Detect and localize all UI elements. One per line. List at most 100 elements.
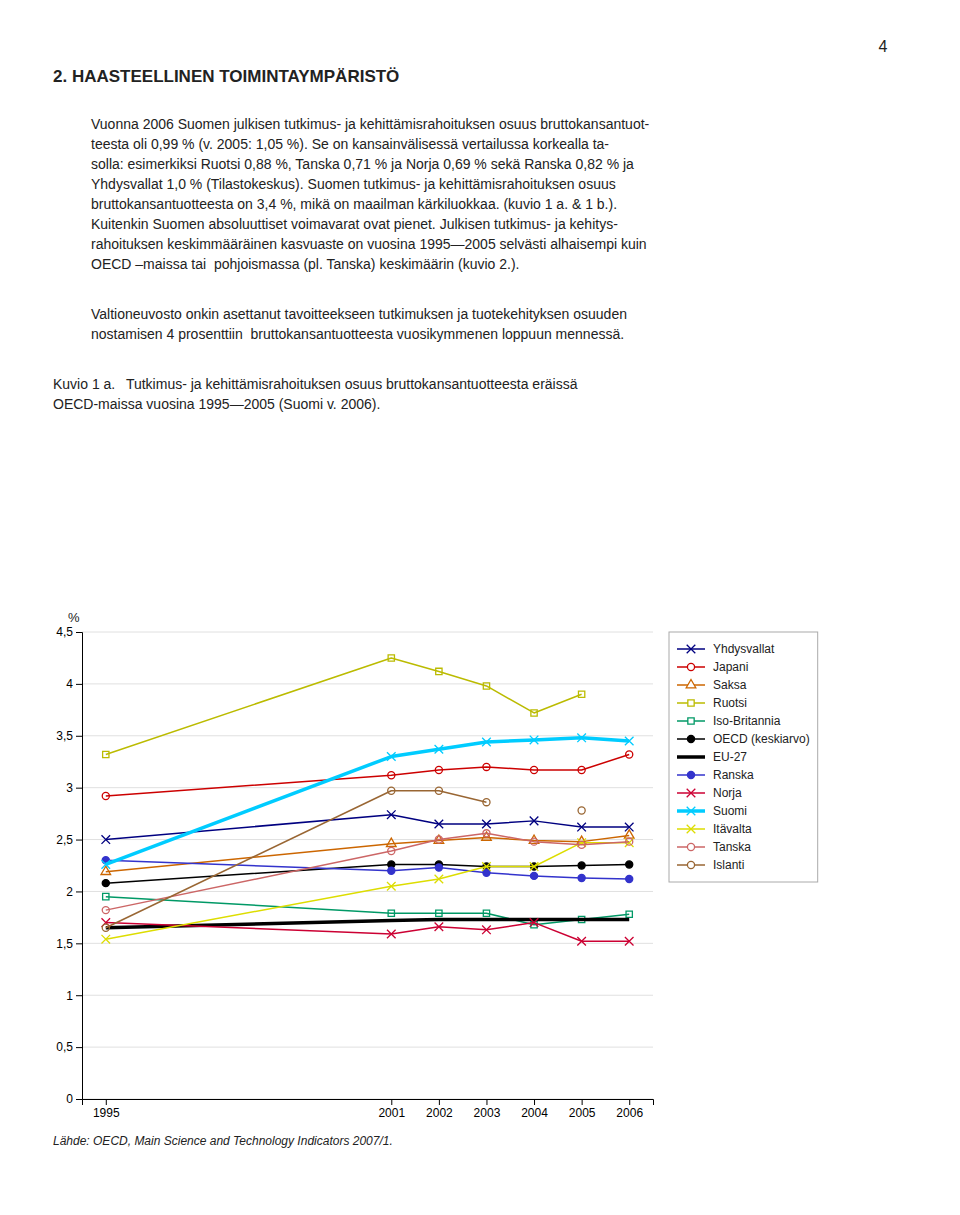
marker xyxy=(387,810,396,819)
legend-label: EU-27 xyxy=(713,750,747,764)
series-line xyxy=(106,833,629,910)
marker xyxy=(578,874,585,881)
marker xyxy=(102,924,109,931)
legend-label: Suomi xyxy=(713,804,747,818)
body-line: OECD –maissa tai pohjoismassa (pl. Tansk… xyxy=(91,256,519,272)
marker xyxy=(577,823,586,832)
body-line: Kuitenkin Suomen absoluuttiset voimavara… xyxy=(91,216,618,232)
marker xyxy=(435,787,442,794)
marker xyxy=(103,751,109,757)
legend-item: OECD (keskiarvo) xyxy=(677,732,810,746)
tick-label: 1995 xyxy=(93,1106,120,1120)
marker xyxy=(626,838,633,845)
marker xyxy=(625,838,634,847)
tick-mark xyxy=(76,684,82,685)
legend: YhdysvallatJapaniSaksaRuotsiIso-Britanni… xyxy=(669,632,818,882)
grid xyxy=(82,632,653,1099)
legend-symbol xyxy=(687,735,694,742)
marker xyxy=(578,841,585,848)
legend-item: Itävalta xyxy=(677,822,752,836)
page-text: 42. HAASTEELLINEN TOIMINTAYMPÄRISTÖVuonn… xyxy=(53,38,888,412)
body-line: Vuonna 2006 Suomen julkisen tutkimus- ja… xyxy=(91,116,650,132)
tick: 4 xyxy=(66,677,82,691)
page: 42. HAASTEELLINEN TOIMINTAYMPÄRISTÖVuonn… xyxy=(0,0,960,1215)
body-line: teesta oli 0,99 % (v. 2005: 1,05 %). Se … xyxy=(91,136,609,152)
legend-symbol xyxy=(687,861,694,868)
tick-label: 0,5 xyxy=(56,1040,73,1054)
marker xyxy=(578,862,585,869)
marker xyxy=(435,864,442,871)
marker xyxy=(388,847,395,854)
marker xyxy=(102,880,109,887)
marker xyxy=(386,838,396,846)
tick-mark xyxy=(629,1099,630,1105)
tick: 3,5 xyxy=(56,729,82,743)
marker xyxy=(101,835,110,844)
tick-mark xyxy=(582,1099,583,1105)
marker xyxy=(388,910,394,916)
marker xyxy=(102,792,109,799)
series-line xyxy=(106,919,629,927)
x-axis: 1995200120022003200420052006 xyxy=(83,1099,654,1120)
y-axis: 00,511,522,533,544,5 xyxy=(56,625,82,1106)
tick: 2006 xyxy=(616,1099,643,1120)
legend-item: Yhdysvallat xyxy=(677,642,775,656)
tick-label: 2001 xyxy=(378,1106,405,1120)
tick-label: 4 xyxy=(66,677,73,691)
marker xyxy=(388,772,395,779)
tick-label: 3 xyxy=(66,781,73,795)
marker xyxy=(624,830,634,838)
legend-label: Norja xyxy=(713,786,742,800)
marker xyxy=(482,820,491,829)
body-line: rahoituksen keskimmääräinen kasvuaste on… xyxy=(91,236,647,252)
legend-item: Saksa xyxy=(677,678,747,692)
tick-mark xyxy=(391,1099,392,1105)
tick-mark xyxy=(106,1099,107,1105)
tick-mark xyxy=(439,1099,440,1105)
tick: 3 xyxy=(66,781,82,795)
marker xyxy=(435,836,442,843)
legend-swatch xyxy=(677,755,705,759)
legend-symbol xyxy=(687,825,696,834)
legend-symbol xyxy=(687,771,694,778)
legend-label: Tanska xyxy=(713,840,751,854)
marker xyxy=(530,918,539,927)
series-line xyxy=(106,738,629,865)
tick-label: 1,5 xyxy=(56,937,73,951)
marker xyxy=(530,838,537,845)
marker xyxy=(626,861,633,868)
marker xyxy=(482,862,491,871)
legend-symbol xyxy=(687,843,694,850)
tick: 0,5 xyxy=(56,1040,82,1054)
legend-item: Ranska xyxy=(677,768,754,782)
marker xyxy=(530,872,537,879)
legend-item: Iso-Britannia xyxy=(677,714,781,728)
legend-symbol xyxy=(688,700,694,706)
legend-label: Iso-Britannia xyxy=(713,714,781,728)
tick-mark xyxy=(76,632,82,633)
marker xyxy=(387,882,396,891)
body-line: bruttokansantuotteesta on 3,4 %, mikä on… xyxy=(91,196,617,212)
body-line: Yhdysvallat 1,0 % (Tilastokeskus). Suome… xyxy=(91,176,616,192)
grid-line xyxy=(82,995,653,996)
y-axis-label: % xyxy=(68,610,80,625)
tick-label: 2,5 xyxy=(56,833,73,847)
tick-mark xyxy=(76,840,82,841)
marker xyxy=(387,752,396,761)
series-line xyxy=(106,864,629,883)
tick: 2,5 xyxy=(56,833,82,847)
tick: 0 xyxy=(66,1092,82,1106)
marker xyxy=(530,766,537,773)
tick-label: 0 xyxy=(66,1092,73,1106)
tick-label: 2006 xyxy=(616,1106,643,1120)
grid-line xyxy=(82,632,653,633)
marker xyxy=(577,937,586,946)
tick: 1,5 xyxy=(56,937,82,951)
marker xyxy=(388,787,395,794)
tick: 2005 xyxy=(569,1099,596,1120)
marker xyxy=(483,799,490,806)
marker xyxy=(626,751,633,758)
tick-label: 4,5 xyxy=(56,625,73,639)
marker xyxy=(578,691,584,697)
tick: 4,5 xyxy=(56,625,82,639)
